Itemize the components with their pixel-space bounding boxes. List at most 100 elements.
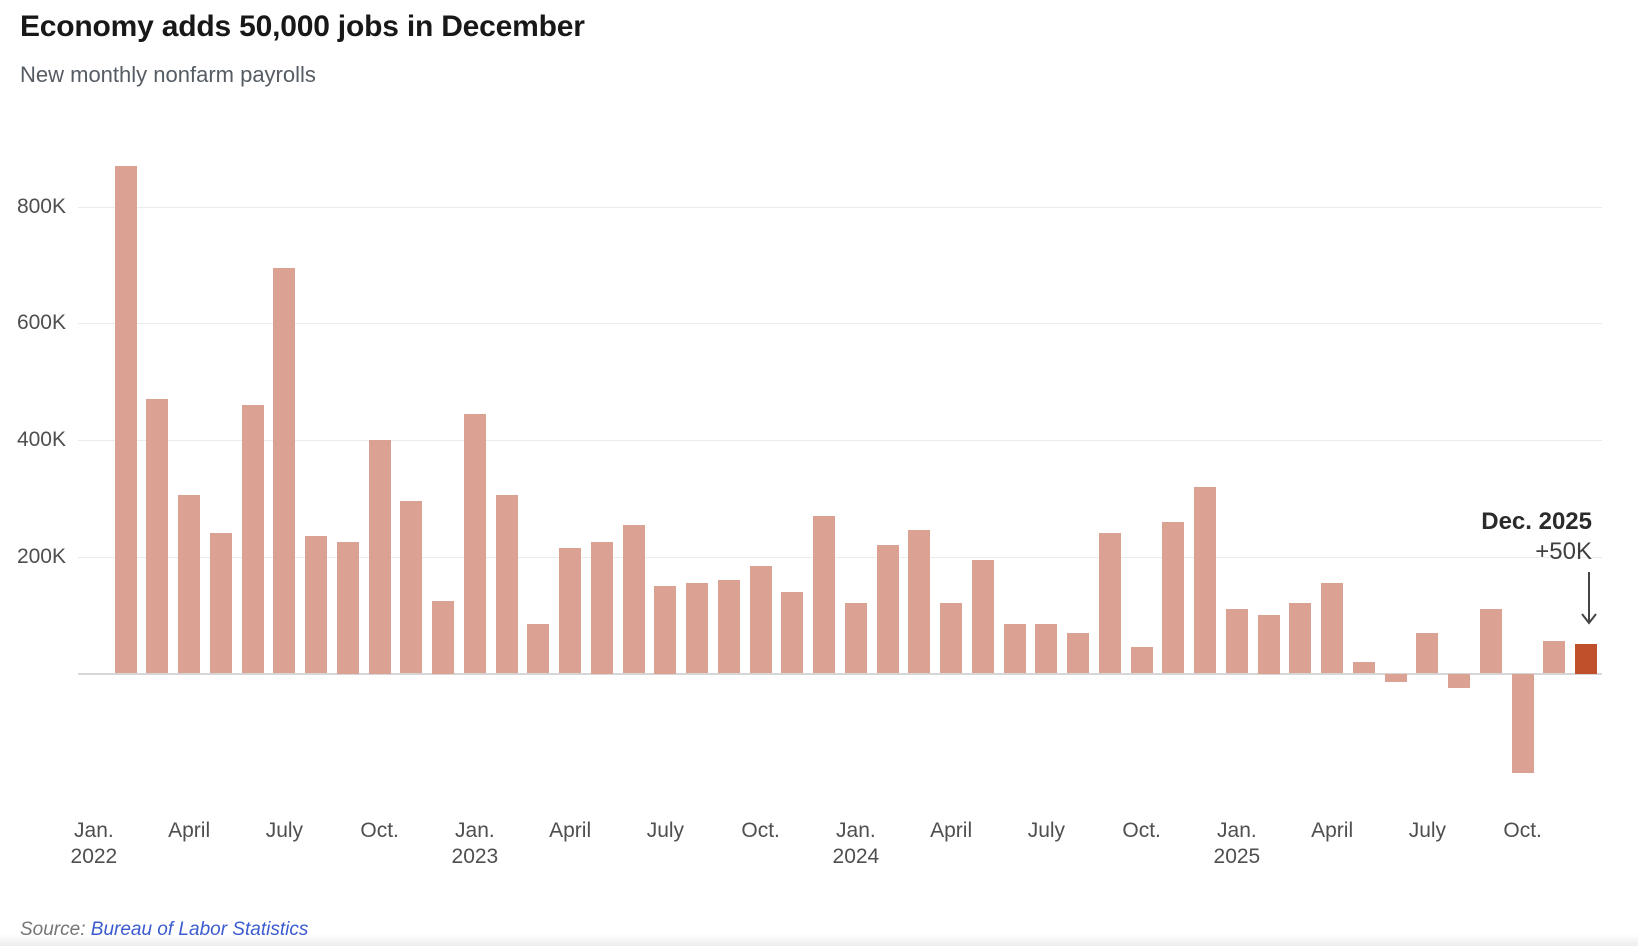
x-tick-month: April xyxy=(549,819,592,842)
y-axis-label-800k: 800K xyxy=(16,194,66,218)
x-tick-year: 2024 xyxy=(832,845,880,868)
bar-jul-2024 xyxy=(1035,623,1058,674)
gridline-800k xyxy=(78,206,1602,208)
bar-may-2024 xyxy=(971,559,994,674)
annotation-value-label: +50K xyxy=(1535,538,1592,565)
x-tick-month: Jan. xyxy=(74,819,114,842)
chart-title: Economy adds 50,000 jobs in December xyxy=(20,10,585,43)
bar-aug-2024 xyxy=(1067,632,1090,674)
bar-oct-2023 xyxy=(749,565,772,674)
bar-dec-2024 xyxy=(1194,486,1217,674)
bar-jul-2022 xyxy=(273,267,296,674)
x-axis-label-april: April xyxy=(129,818,249,844)
bar-jul-2025 xyxy=(1416,632,1439,674)
x-tick-month: Oct. xyxy=(741,819,780,842)
x-tick-month: July xyxy=(265,819,304,842)
y-axis-label-600k: 600K xyxy=(16,311,66,335)
x-tick-month: April xyxy=(930,819,973,842)
x-tick-year: 2022 xyxy=(70,845,118,868)
bar-nov-2025 xyxy=(1543,641,1566,674)
bar-may-2022 xyxy=(209,533,232,674)
source-line: Source: Bureau of Labor Statistics xyxy=(20,919,308,941)
bar-oct-2025 xyxy=(1511,673,1534,773)
bar-oct-2024 xyxy=(1130,647,1153,674)
annotation: Dec. 2025 +50K xyxy=(1372,507,1592,567)
bar-apr-2023 xyxy=(559,547,582,674)
bar-sep-2025 xyxy=(1479,609,1502,674)
x-tick-month: April xyxy=(1311,819,1354,842)
bar-apr-2024 xyxy=(940,603,963,674)
bar-oct-2022 xyxy=(368,440,391,674)
x-axis-label-july: July xyxy=(1367,818,1487,844)
annotation-date-label: Dec. 2025 xyxy=(1481,508,1592,535)
x-axis-label-oct-: Oct. xyxy=(1082,818,1202,844)
bar-sep-2023 xyxy=(717,580,740,674)
bar-nov-2024 xyxy=(1162,521,1185,674)
bar-nov-2023 xyxy=(781,591,804,674)
x-tick-month: Oct. xyxy=(1503,819,1542,842)
bar-jun-2023 xyxy=(622,524,645,674)
bar-jun-2022 xyxy=(241,404,264,674)
bar-jan-2023 xyxy=(463,413,486,674)
x-tick-month: July xyxy=(1408,819,1447,842)
x-tick-year: 2023 xyxy=(451,845,499,868)
x-tick-month: Jan. xyxy=(1217,819,1257,842)
bar-aug-2025 xyxy=(1448,673,1471,689)
x-axis-label-april: April xyxy=(510,818,630,844)
x-axis-label-jan-2024: Jan. 2024 xyxy=(796,818,916,870)
bar-feb-2024 xyxy=(876,545,899,674)
source-prefix: Source: xyxy=(20,919,91,940)
bar-dec-2023 xyxy=(813,515,836,674)
bar-feb-2023 xyxy=(495,495,518,674)
bar-sep-2024 xyxy=(1098,533,1121,674)
bar-jan-2025 xyxy=(1225,609,1248,674)
x-axis-label-july: July xyxy=(224,818,344,844)
x-axis-label-jan-2023: Jan. 2023 xyxy=(415,818,535,870)
bar-aug-2022 xyxy=(305,536,328,674)
bar-sep-2022 xyxy=(336,542,359,674)
bar-nov-2022 xyxy=(400,501,423,674)
gridline-200k xyxy=(78,556,1602,558)
x-axis-label-oct-: Oct. xyxy=(1463,818,1583,844)
bar-apr-2025 xyxy=(1321,583,1344,674)
x-axis-label-april: April xyxy=(1272,818,1392,844)
bar-dec-2022 xyxy=(432,600,455,674)
bar-feb-2022 xyxy=(114,165,137,674)
bar-feb-2025 xyxy=(1257,615,1280,674)
x-tick-month: Oct. xyxy=(1122,819,1161,842)
x-tick-month: Jan. xyxy=(455,819,495,842)
x-tick-month: Oct. xyxy=(360,819,399,842)
bar-jan-2024 xyxy=(844,603,867,674)
annotation-arrow-icon xyxy=(1581,572,1597,625)
bar-mar-2022 xyxy=(146,399,169,674)
gridline-600k xyxy=(78,323,1602,325)
x-tick-month: July xyxy=(646,819,685,842)
bar-mar-2024 xyxy=(908,530,931,674)
x-tick-month: April xyxy=(168,819,211,842)
x-axis-label-april: April xyxy=(891,818,1011,844)
bar-aug-2023 xyxy=(686,583,709,674)
bar-may-2025 xyxy=(1352,661,1375,674)
bar-mar-2025 xyxy=(1289,603,1312,674)
bar-mar-2023 xyxy=(527,623,550,674)
x-axis-label-oct-: Oct. xyxy=(320,818,440,844)
bar-jun-2025 xyxy=(1384,673,1407,683)
x-axis-line xyxy=(78,672,1602,675)
chart-subtitle: New monthly nonfarm payrolls xyxy=(20,62,316,87)
y-axis-label-400k: 400K xyxy=(16,428,66,451)
bar-dec-2025 xyxy=(1575,644,1598,674)
bar-jun-2024 xyxy=(1003,623,1026,674)
gridline-400k xyxy=(78,440,1602,441)
x-axis-label-jan-2025: Jan. 2025 xyxy=(1177,818,1297,870)
x-axis-label-july: July xyxy=(986,818,1106,844)
bar-may-2023 xyxy=(590,542,613,674)
x-tick-month: Jan. xyxy=(836,819,876,842)
x-axis-label-jan-2022: Jan. 2022 xyxy=(34,818,154,870)
bar-jul-2023 xyxy=(654,585,677,674)
source-link[interactable]: Bureau of Labor Statistics xyxy=(90,919,309,940)
x-axis-label-july: July xyxy=(605,818,725,844)
x-tick-month: July xyxy=(1027,819,1066,842)
x-axis-label-oct-: Oct. xyxy=(701,818,821,844)
bar-apr-2022 xyxy=(178,495,201,674)
